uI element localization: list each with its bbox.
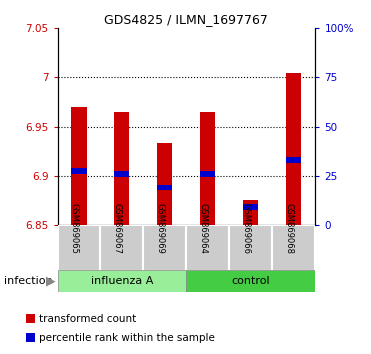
Text: GSM869064: GSM869064 (199, 202, 208, 253)
Bar (157, 143, 173, 225)
Bar (58, 270, 187, 292)
Text: GSM869069: GSM869069 (156, 202, 165, 253)
Bar (144, 225, 186, 271)
Bar (114, 171, 129, 177)
Bar (200, 171, 216, 177)
Bar (243, 200, 259, 225)
Text: GSM869067: GSM869067 (113, 202, 122, 253)
Text: percentile rank within the sample: percentile rank within the sample (39, 333, 215, 343)
Text: GSM869068: GSM869068 (285, 202, 294, 253)
Bar (72, 168, 86, 174)
Bar (157, 184, 173, 190)
Text: control: control (232, 276, 270, 286)
Bar (286, 157, 301, 163)
Bar (114, 112, 129, 225)
Title: GDS4825 / ILMN_1697767: GDS4825 / ILMN_1697767 (105, 13, 268, 26)
Text: GSM869065: GSM869065 (70, 202, 79, 253)
Text: influenza A: influenza A (91, 276, 153, 286)
Bar (58, 225, 101, 271)
Bar (101, 225, 144, 271)
Text: transformed count: transformed count (39, 314, 136, 324)
Text: infection: infection (4, 276, 52, 286)
Text: GSM869066: GSM869066 (242, 202, 251, 253)
Bar (72, 107, 86, 225)
Bar (243, 204, 259, 210)
Bar (187, 225, 229, 271)
Bar (229, 225, 272, 271)
Bar (272, 225, 315, 271)
Bar (187, 270, 315, 292)
Bar (200, 112, 216, 225)
Bar (286, 73, 301, 225)
Text: ▶: ▶ (46, 275, 56, 287)
